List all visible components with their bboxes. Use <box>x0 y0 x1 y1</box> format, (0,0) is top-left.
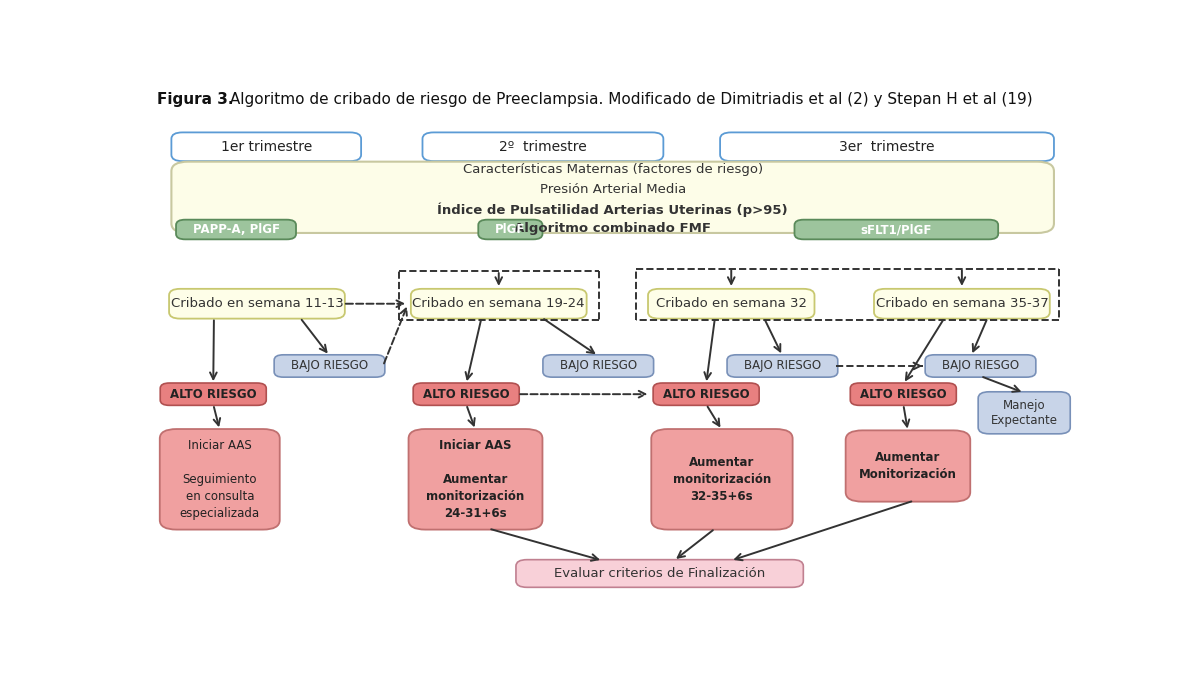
FancyBboxPatch shape <box>648 289 815 319</box>
Text: Manejo
Expectante: Manejo Expectante <box>991 399 1057 427</box>
FancyBboxPatch shape <box>160 429 280 529</box>
FancyBboxPatch shape <box>413 383 520 406</box>
Text: 3er  trimestre: 3er trimestre <box>839 140 935 154</box>
FancyBboxPatch shape <box>161 383 266 406</box>
FancyBboxPatch shape <box>794 220 998 239</box>
FancyBboxPatch shape <box>408 429 542 529</box>
FancyBboxPatch shape <box>978 392 1070 434</box>
FancyBboxPatch shape <box>925 354 1036 377</box>
FancyBboxPatch shape <box>410 289 587 319</box>
FancyBboxPatch shape <box>727 354 838 377</box>
Text: Aumentar
Monitorización: Aumentar Monitorización <box>859 451 956 481</box>
FancyBboxPatch shape <box>720 133 1054 161</box>
FancyBboxPatch shape <box>169 289 344 319</box>
Text: Aumentar
monitorización
32-35+6s: Aumentar monitorización 32-35+6s <box>673 456 772 503</box>
Text: ALTO RIESGO: ALTO RIESGO <box>170 388 257 401</box>
FancyBboxPatch shape <box>874 289 1050 319</box>
FancyBboxPatch shape <box>274 354 385 377</box>
FancyBboxPatch shape <box>851 383 956 406</box>
Text: Iniciar AAS

Aumentar
monitorización
24-31+6s: Iniciar AAS Aumentar monitorización 24-3… <box>426 439 524 520</box>
Text: BAJO RIESGO: BAJO RIESGO <box>290 359 368 372</box>
FancyBboxPatch shape <box>422 133 664 161</box>
Text: Características Maternas (factores de riesgo): Características Maternas (factores de ri… <box>463 162 763 176</box>
Text: PlGF: PlGF <box>496 223 526 236</box>
Text: Presión Arterial Media: Presión Arterial Media <box>540 183 686 196</box>
FancyBboxPatch shape <box>479 220 542 239</box>
Text: 1er trimestre: 1er trimestre <box>221 140 312 154</box>
Text: Índice de Pulsatilidad Arterias Uterinas (p>95): Índice de Pulsatilidad Arterias Uterinas… <box>437 202 788 217</box>
Text: Cribado en semana 19-24: Cribado en semana 19-24 <box>413 297 586 310</box>
FancyBboxPatch shape <box>653 383 760 406</box>
FancyBboxPatch shape <box>652 429 793 529</box>
Text: sFLT1/PlGF: sFLT1/PlGF <box>860 223 932 236</box>
Text: BAJO RIESGO: BAJO RIESGO <box>942 359 1019 372</box>
Text: Evaluar criterios de Finalización: Evaluar criterios de Finalización <box>554 567 766 580</box>
Text: ALTO RIESGO: ALTO RIESGO <box>662 388 750 401</box>
FancyBboxPatch shape <box>846 430 971 502</box>
Text: Algoritmo de cribado de riesgo de Preeclampsia. Modificado de Dimitriadis et al : Algoritmo de cribado de riesgo de Preecl… <box>226 93 1033 107</box>
Text: Figura 3.: Figura 3. <box>157 93 234 107</box>
Text: BAJO RIESGO: BAJO RIESGO <box>559 359 637 372</box>
Text: 2º  trimestre: 2º trimestre <box>499 140 587 154</box>
FancyBboxPatch shape <box>176 220 296 239</box>
Text: Cribado en semana 11-13: Cribado en semana 11-13 <box>170 297 343 310</box>
FancyBboxPatch shape <box>172 162 1054 233</box>
Text: Algoritmo combinado FMF: Algoritmo combinado FMF <box>514 223 712 235</box>
FancyBboxPatch shape <box>516 560 803 587</box>
Text: Cribado en semana 35-37: Cribado en semana 35-37 <box>876 297 1049 310</box>
Text: Iniciar AAS

Seguimiento
en consulta
especializada: Iniciar AAS Seguimiento en consulta espe… <box>180 439 260 520</box>
FancyBboxPatch shape <box>542 354 654 377</box>
Text: Cribado en semana 32: Cribado en semana 32 <box>655 297 806 310</box>
Text: BAJO RIESGO: BAJO RIESGO <box>744 359 821 372</box>
Text: ALTO RIESGO: ALTO RIESGO <box>860 388 947 401</box>
FancyBboxPatch shape <box>172 133 361 161</box>
Text: PAPP-A, PlGF: PAPP-A, PlGF <box>192 223 280 236</box>
Text: ALTO RIESGO: ALTO RIESGO <box>422 388 510 401</box>
